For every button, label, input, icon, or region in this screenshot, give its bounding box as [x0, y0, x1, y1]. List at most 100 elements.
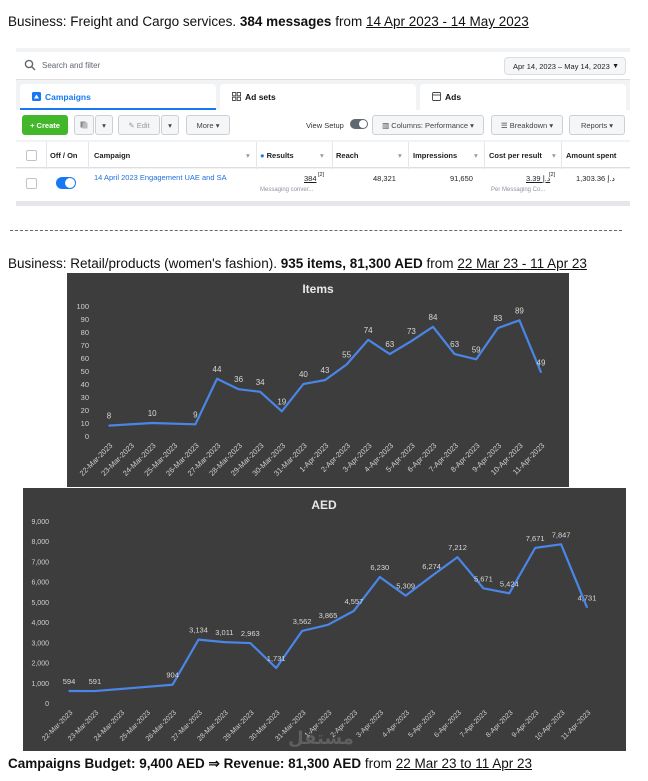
sort-icon[interactable]: ▾ — [552, 151, 556, 160]
data-label: 19 — [277, 397, 286, 406]
data-point — [540, 371, 542, 374]
caret-down-icon: ▾ — [102, 121, 106, 130]
data-point — [151, 422, 153, 424]
data-label: 5,671 — [474, 574, 493, 583]
data-point — [432, 326, 434, 328]
search-bar[interactable]: Search and filter Apr 14, 2023 – May 14,… — [16, 52, 630, 80]
columns-button[interactable]: ▥ Columns: Performance ▾ — [372, 115, 484, 135]
create-button[interactable]: + Create — [22, 115, 68, 135]
date-range-label: Apr 14, 2023 – May 14, 2023 — [513, 62, 610, 71]
edit-button[interactable]: ✎ Edit — [118, 115, 160, 135]
duplicate-button[interactable] — [74, 115, 94, 135]
duplicate-dropdown-button[interactable]: ▾ — [95, 115, 113, 135]
ads-icon — [432, 92, 441, 101]
more-button[interactable]: More ▾ — [186, 115, 230, 135]
data-point — [456, 556, 459, 558]
results-footnote: [2] — [318, 172, 325, 178]
horizontal-scrollbar[interactable] — [16, 201, 630, 206]
data-label: 3,011 — [215, 628, 233, 637]
data-label: 83 — [493, 314, 502, 323]
data-point — [197, 638, 200, 641]
tab-campaigns-label: Campaigns — [45, 92, 91, 102]
sort-icon[interactable]: ▾ — [246, 151, 250, 160]
reports-button[interactable]: Reports ▾ — [569, 115, 625, 135]
date-range-picker[interactable]: Apr 14, 2023 – May 14, 2023 ▼ — [504, 57, 626, 75]
data-point — [353, 610, 355, 612]
ads-manager-panel: Search and filter Apr 14, 2023 – May 14,… — [16, 48, 630, 206]
budget-revenue: Campaigns Budget: 9,400 AED ⇒ Revenue: 8… — [8, 756, 362, 771]
col-cost-per-result[interactable]: Cost per result — [489, 151, 542, 160]
tab-ads[interactable]: Ads — [420, 84, 626, 110]
col-reach[interactable]: Reach — [336, 151, 359, 160]
col-campaign[interactable]: Campaign — [94, 151, 131, 160]
freight-from: from — [331, 14, 366, 29]
view-setup-toggle[interactable] — [350, 119, 368, 129]
data-point — [560, 543, 562, 546]
data-label: 9 — [193, 410, 198, 419]
data-label: 10 — [148, 409, 157, 418]
data-point — [302, 383, 305, 385]
y-tick-label: 4,000 — [31, 620, 49, 627]
data-point — [345, 363, 348, 366]
y-tick-label: 20 — [81, 406, 89, 415]
data-point — [379, 576, 381, 578]
results-subtext: Messaging conver... — [260, 187, 314, 193]
caret-down-icon: ▾ — [213, 121, 220, 130]
data-label: 74 — [364, 326, 373, 335]
breakdown-button[interactable]: ☰ Breakdown ▾ — [491, 115, 563, 135]
campaign-name-link[interactable]: 14 April 2023 Engagement UAE and SA — [94, 173, 227, 182]
view-setup-label: View Setup — [306, 121, 344, 130]
sort-icon[interactable]: ▾ — [320, 151, 324, 160]
data-label: 44 — [213, 365, 222, 374]
retail-totals: 935 items, 81,300 AED — [280, 256, 423, 271]
data-point — [237, 388, 240, 390]
columns-icon: ▥ — [382, 121, 392, 130]
tab-campaigns[interactable]: Campaigns — [20, 84, 216, 110]
toolbar: + Create ▾ ✎ Edit ▾ More ▾ View Setup ▥ … — [16, 110, 630, 140]
cost-per-result-value[interactable]: 3.39 د.إ — [526, 174, 551, 183]
data-point — [508, 592, 511, 595]
data-point — [482, 587, 485, 590]
aed-chart-svg: AED 0 1,000 2,000 3,000 4,000 5,000 6,000 7,000 8… — [31, 498, 596, 743]
data-point — [68, 690, 70, 692]
data-label: 6,230 — [370, 563, 389, 572]
y-tick-label: 70 — [81, 341, 89, 350]
row-checkbox[interactable] — [26, 178, 37, 189]
data-point — [518, 319, 521, 322]
select-all-checkbox[interactable] — [26, 150, 37, 161]
campaign-toggle[interactable] — [56, 177, 76, 189]
sort-icon[interactable]: ▾ — [398, 151, 402, 160]
data-point — [389, 353, 391, 355]
retail-prefix: Business: Retail/products (women's fashi… — [8, 256, 281, 271]
data-point — [223, 641, 226, 643]
col-impressions[interactable]: Impressions — [413, 151, 458, 160]
caret-down-icon: ▾ — [607, 121, 614, 130]
col-results[interactable]: ● Results — [260, 151, 294, 160]
y-tick-label: 80 — [81, 328, 89, 337]
data-label: 591 — [89, 677, 102, 686]
y-tick-label: 50 — [81, 367, 89, 376]
y-tick-label: 2,000 — [31, 661, 49, 668]
results-value[interactable]: 384 — [304, 174, 317, 183]
data-label: 5,424 — [500, 579, 519, 588]
chart-title: Items — [302, 282, 334, 296]
reports-label: Reports — [580, 121, 608, 130]
data-point — [324, 379, 326, 381]
y-tick-label: 0 — [45, 701, 49, 708]
data-point — [410, 340, 413, 342]
tab-ad-sets[interactable]: Ad sets — [220, 84, 416, 110]
data-point — [475, 358, 478, 361]
data-point — [301, 630, 303, 632]
y-tick-label: 10 — [81, 419, 89, 428]
data-point — [534, 547, 536, 549]
sort-icon[interactable]: ▾ — [474, 151, 478, 160]
table-row[interactable]: 14 April 2023 Engagement UAE and SA 384 … — [16, 169, 630, 201]
edit-dropdown-button[interactable]: ▾ — [161, 115, 179, 135]
y-tick-label: 100 — [76, 302, 89, 311]
data-label: 8 — [107, 412, 112, 421]
col-amount-spent[interactable]: Amount spent — [566, 151, 617, 160]
y-tick-label: 7,000 — [31, 559, 49, 566]
impressions-value: 91,650 — [450, 174, 473, 183]
search-input[interactable]: Search and filter — [42, 61, 101, 70]
data-label: 3,134 — [189, 626, 208, 635]
